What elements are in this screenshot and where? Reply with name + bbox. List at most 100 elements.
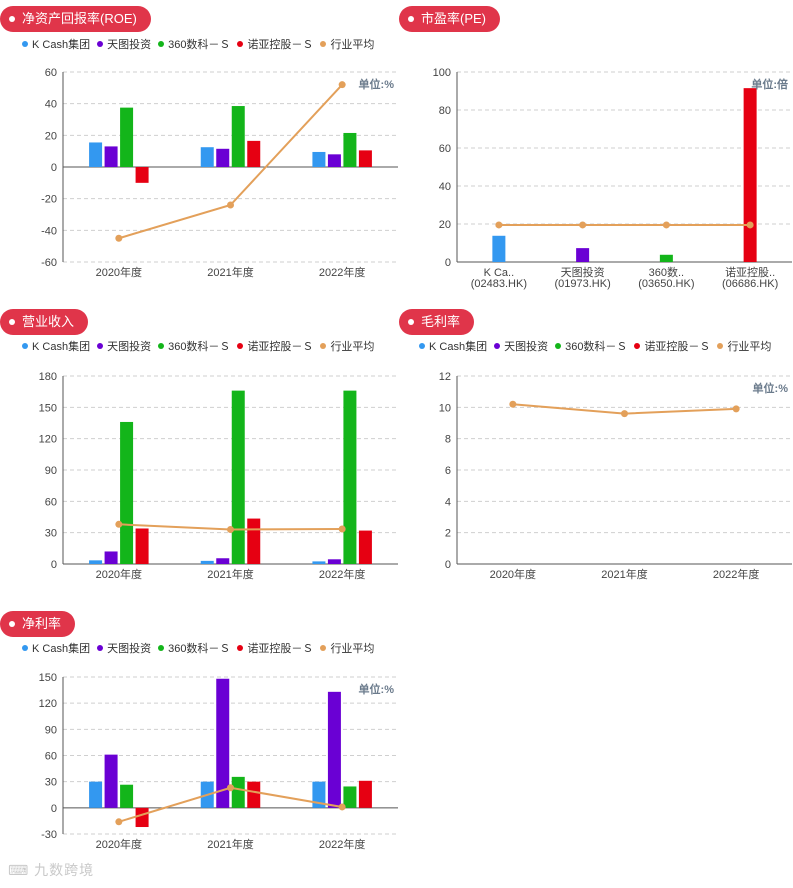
y-tick-label: 60 [45,496,57,508]
legend-label: 诺亚控股－Ｓ [247,341,314,353]
x-tick-label: (01973.HK) [554,278,610,290]
y-tick-label: 4 [445,496,451,508]
legend-item[interactable]: K Cash集团 [22,36,90,52]
legend-marker [158,343,165,349]
legend-item[interactable]: 诺亚控股－Ｓ [237,338,313,354]
bar [358,150,372,167]
x-tick-label: 2020年度 [96,265,142,279]
average-line [118,83,343,240]
revenue-title-pill[interactable]: 营业收入 [0,309,89,335]
legend-label: K Cash集团 [429,341,488,353]
pe-title-pill[interactable]: 市盈率(PE) [399,6,501,32]
y-tick-label: -40 [41,225,57,237]
y-tick-label: 12 [439,371,451,383]
x-tick-label: 2021年度 [207,265,253,279]
bar [89,781,103,808]
bar [120,107,134,167]
legend-label: 行业平均 [727,341,772,353]
y-tick-label: 120 [39,698,57,710]
legend-item[interactable]: 天图投资 [97,36,151,52]
legend-item[interactable]: 行业平均 [320,36,374,52]
legend-item[interactable]: 360数科－Ｓ [555,338,627,354]
legend-item[interactable]: 天图投资 [97,640,151,656]
y-tick-label: -30 [41,829,57,841]
y-tick-label: 60 [45,751,57,763]
pe-title: 市盈率(PE) [421,11,487,26]
bar [343,390,357,564]
bar [343,786,357,808]
net-title-pill[interactable]: 净利率 [0,611,76,637]
y-tick-label: 60 [45,67,57,79]
legend-item[interactable]: 天图投资 [97,338,151,354]
legend-item[interactable]: 行业平均 [320,640,374,656]
legend-item[interactable]: 360数科－Ｓ [158,338,230,354]
unit-label: 单位:% [359,77,395,91]
bar [247,781,261,808]
average-point [227,784,234,792]
legend-marker [555,343,562,349]
y-tick-label: 120 [39,434,57,446]
legend-item[interactable]: 诺亚控股－Ｓ [237,640,313,656]
legend-item[interactable]: 360数科－Ｓ [158,36,230,52]
x-tick-label: (06686.HK) [722,278,778,290]
average-point [227,526,234,534]
legend-marker [237,645,244,651]
x-tick-label: 2020年度 [96,837,142,851]
legend-item[interactable]: 360数科－Ｓ [158,640,230,656]
roe-title-pill[interactable]: 净资产回报率(ROE) [0,6,151,32]
x-tick-label: 2021年度 [601,567,647,581]
y-tick-label: 180 [39,371,57,383]
bar [104,754,118,808]
y-tick-label: 150 [39,672,57,684]
average-point [579,221,587,229]
y-tick-label: 60 [439,143,451,155]
legend-marker [494,343,501,349]
y-tick-label: -20 [41,194,57,206]
legend-label: 天图投资 [107,643,152,655]
y-tick-label: 30 [45,777,57,789]
legend-item[interactable]: K Cash集团 [22,338,90,354]
legend-item[interactable]: 天图投资 [494,338,548,354]
revenue-chart: 0 30 60 90 120 150 180 2020年度 2021年度 2022年度 [39,371,398,581]
legend-marker [97,343,104,349]
y-tick-label: 80 [439,105,451,117]
legend-item[interactable]: 诺亚控股－Ｓ [634,338,710,354]
y-tick-label: 30 [45,528,57,540]
gross-chart: 0 2 4 6 8 10 12 2020年度 2021年度 2022年度 单位:% [439,371,792,581]
legend-label: 行业平均 [330,643,375,655]
legend-item[interactable]: 行业平均 [717,338,771,354]
average-point [338,803,346,811]
legend-item[interactable]: 诺亚控股－Ｓ [237,36,313,52]
net-legend: K Cash集团 天图投资 360数科－Ｓ 诺亚控股－Ｓ 行业平均 [22,640,381,656]
legend-label: 360数科－Ｓ [168,341,231,353]
legend-item[interactable]: K Cash集团 [22,640,90,656]
legend-label: 行业平均 [330,341,375,353]
bar [327,559,341,564]
legend-item[interactable]: K Cash集团 [419,338,487,354]
legend-label: 诺亚控股－Ｓ [247,39,314,51]
bar [135,807,149,828]
y-tick-label: 40 [439,181,451,193]
bar [312,781,326,808]
y-tick-label: 2 [445,528,451,540]
y-tick-label: 8 [445,434,451,446]
y-tick-label: 20 [45,130,57,142]
x-tick-label: 2020年度 [490,567,536,581]
legend-item[interactable]: 行业平均 [320,338,374,354]
unit-label: 单位:倍 [751,77,788,91]
average-point [115,520,123,528]
y-tick-label: 20 [439,219,451,231]
gross-legend: K Cash集团 天图投资 360数科－Ｓ 诺亚控股－Ｓ 行业平均 [419,338,778,354]
y-tick-label: 0 [51,162,57,174]
gross-title-pill[interactable]: 毛利率 [399,309,475,335]
revenue-title: 营业收入 [22,314,75,329]
average-point [115,234,123,242]
x-tick-label: 2020年度 [96,567,142,581]
y-tick-label: 100 [433,67,451,79]
legend-marker [22,41,28,47]
bar [231,106,245,167]
x-tick-label: 2022年度 [713,567,759,581]
y-tick-label: 0 [445,559,451,571]
y-tick-label: 40 [45,99,57,111]
legend-label: 天图投资 [107,39,152,51]
